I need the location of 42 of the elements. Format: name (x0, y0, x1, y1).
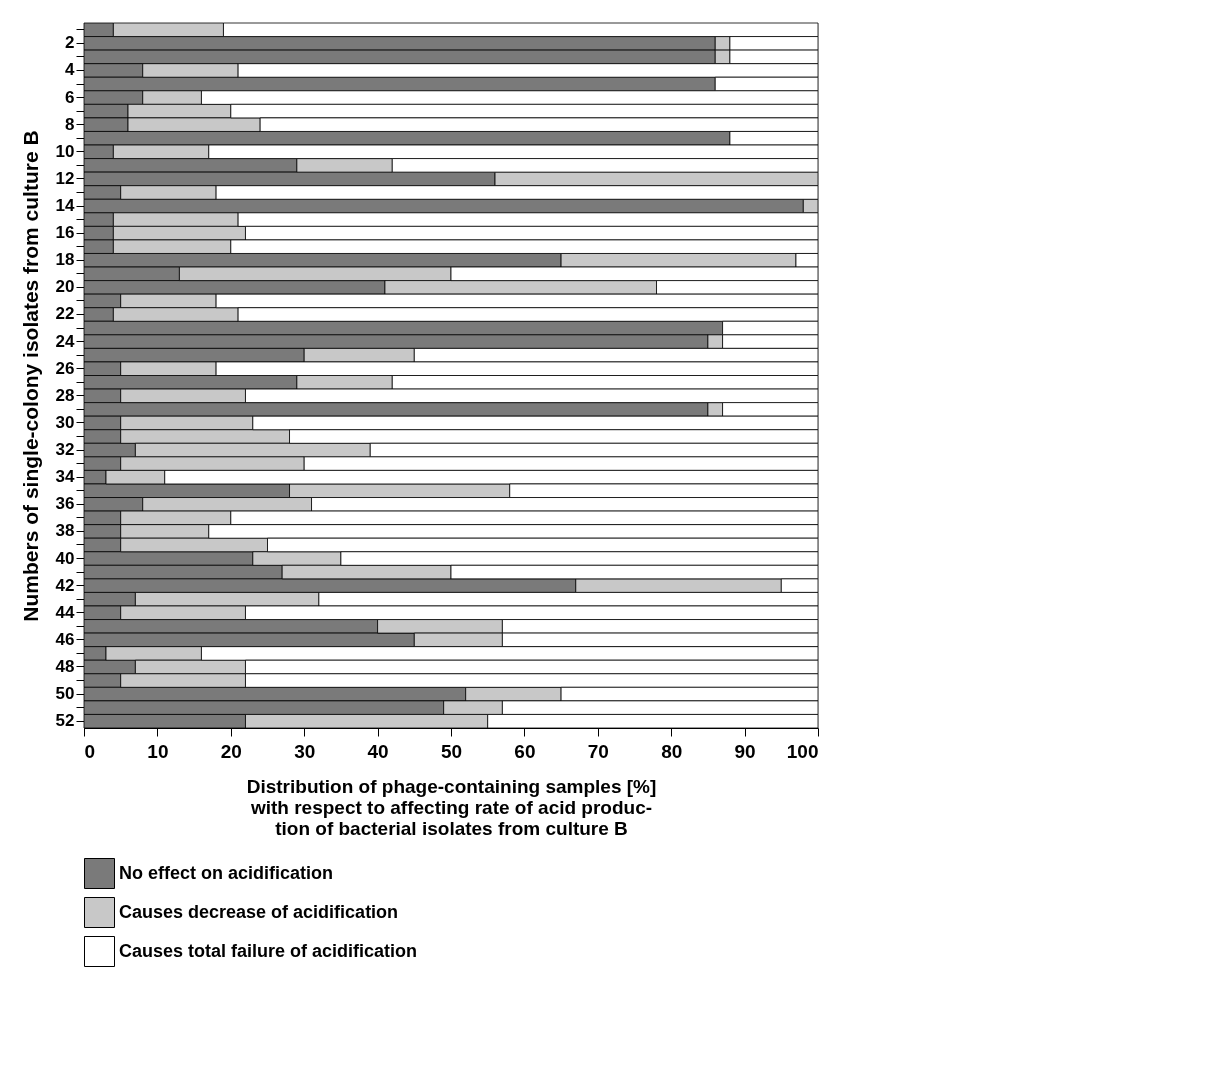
y-tick-label: 42 (55, 575, 75, 595)
y-tick-label: 18 (55, 250, 75, 270)
y-tick-label: 28 (55, 385, 75, 405)
y-tick-label: 6 (65, 87, 75, 107)
y-tick-label: 34 (55, 467, 76, 487)
y-tick-label: 30 (55, 412, 75, 432)
y-tick-label: 36 (55, 494, 75, 514)
y-tick-label: 46 (55, 629, 75, 649)
x-tick-label: 70 (587, 740, 609, 762)
x-tick-label: 100 (786, 740, 819, 762)
y-tick-label: 16 (55, 223, 75, 243)
x-tick-label: 30 (294, 740, 316, 762)
x-tick-label: 40 (367, 740, 389, 762)
y-axis-title: Numbers of single-colony isolates from culture B (18, 130, 42, 622)
y-tick-label: 52 (55, 711, 75, 731)
x-tick-label: 90 (734, 740, 756, 762)
x-tick-label: 80 (661, 740, 683, 762)
y-tick-label: 12 (55, 168, 75, 188)
x-axis-title: Distribution of phage-containing samples [%] with respect to affecting rate of acid produc- tion of bacterial isolates from culture B (246, 775, 657, 839)
y-tick-label: 24 (55, 331, 76, 351)
legend-label: Causes decrease of acidification (119, 901, 399, 922)
y-tick-label: 26 (55, 358, 75, 378)
y-tick-label: 40 (55, 548, 75, 568)
legend-label: Causes total failure of acidification (119, 940, 418, 961)
y-tick-label: 14 (55, 196, 76, 216)
x-tick-label: 10 (147, 740, 169, 762)
y-tick-label: 20 (55, 277, 75, 297)
x-tick-label: 20 (220, 740, 242, 762)
y-tick-label: 8 (65, 114, 75, 134)
y-tick-label: 38 (55, 521, 75, 541)
y-tick-label: 4 (65, 60, 76, 80)
y-tick-label: 48 (55, 656, 75, 676)
y-tick-label: 10 (55, 141, 75, 161)
y-tick-label: 50 (55, 684, 75, 704)
legend-label: No effect on acidification (119, 862, 334, 883)
x-tick-label: 0 (84, 740, 96, 762)
y-tick-label: 44 (55, 602, 76, 622)
y-tick-label: 22 (55, 304, 75, 324)
y-tick-label: 2 (65, 33, 75, 53)
y-tick-label: 32 (55, 440, 75, 460)
x-tick-label: 60 (514, 740, 536, 762)
x-tick-label: 50 (440, 740, 463, 762)
